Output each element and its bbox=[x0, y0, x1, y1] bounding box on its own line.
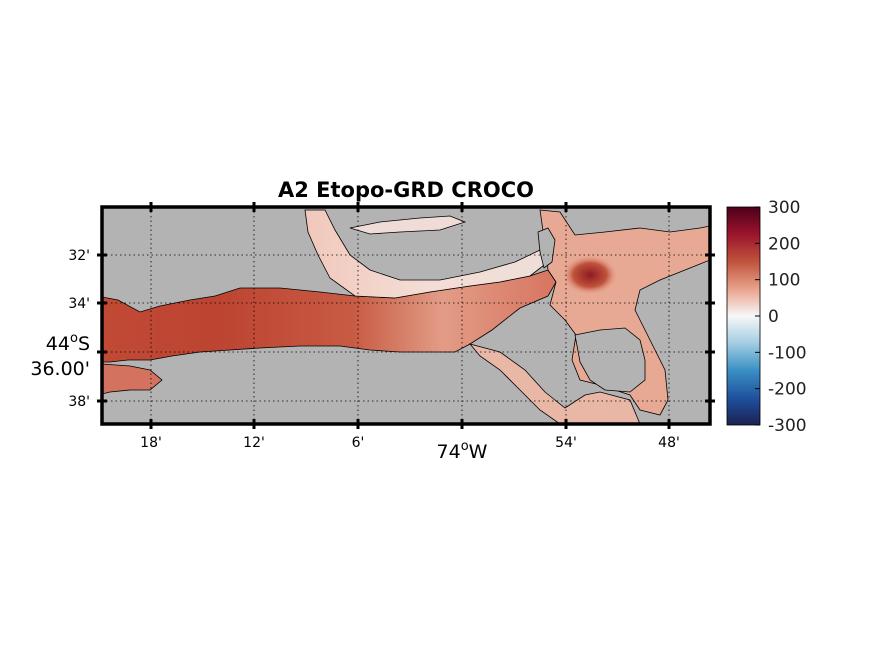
gridlines bbox=[102, 207, 710, 424]
y-tick-label-1: 32' bbox=[68, 248, 90, 264]
frame-ticks bbox=[97, 202, 715, 429]
map-area bbox=[102, 207, 710, 424]
y-main-label-min: 36.00' bbox=[30, 358, 90, 380]
deep-spot-north bbox=[562, 255, 618, 295]
colorbar bbox=[726, 206, 761, 426]
colorbar-tick-label: -100 bbox=[768, 343, 807, 363]
colorbar-tick-label: 300 bbox=[768, 198, 800, 218]
colorbar-tick-label: 200 bbox=[768, 234, 800, 254]
colorbar-tick-label: 0 bbox=[768, 307, 779, 327]
colorbar-tick-label: -300 bbox=[768, 416, 807, 436]
map-title: A2 Etopo-GRD CROCO bbox=[278, 178, 534, 202]
colorbar-tick-label: -200 bbox=[768, 380, 807, 400]
x-tick-label-3: 6' bbox=[352, 435, 365, 451]
y-tick-label-3: 38' bbox=[68, 394, 90, 410]
east-island bbox=[574, 327, 646, 393]
main-channel bbox=[102, 269, 557, 363]
southwest-branch bbox=[102, 363, 163, 395]
x-tick-label-2: 12' bbox=[243, 435, 265, 451]
x-main-label: 74oW bbox=[437, 439, 488, 463]
y-tick-label-2: 34' bbox=[68, 296, 90, 312]
x-tick-label-4: 54' bbox=[555, 435, 577, 451]
north-island bbox=[537, 227, 556, 269]
y-main-label-deg: 44oS bbox=[46, 331, 90, 355]
colorbar-ticks: 300 200 100 0 -100 -200 -300 bbox=[755, 198, 807, 436]
colorbar-tick-label: 100 bbox=[768, 271, 800, 291]
x-tick-label-5: 48' bbox=[658, 435, 680, 451]
x-tick-label-1: 18' bbox=[140, 435, 162, 451]
south-channel bbox=[468, 343, 641, 424]
north-inlet bbox=[349, 215, 467, 235]
map-frame bbox=[100, 205, 712, 426]
